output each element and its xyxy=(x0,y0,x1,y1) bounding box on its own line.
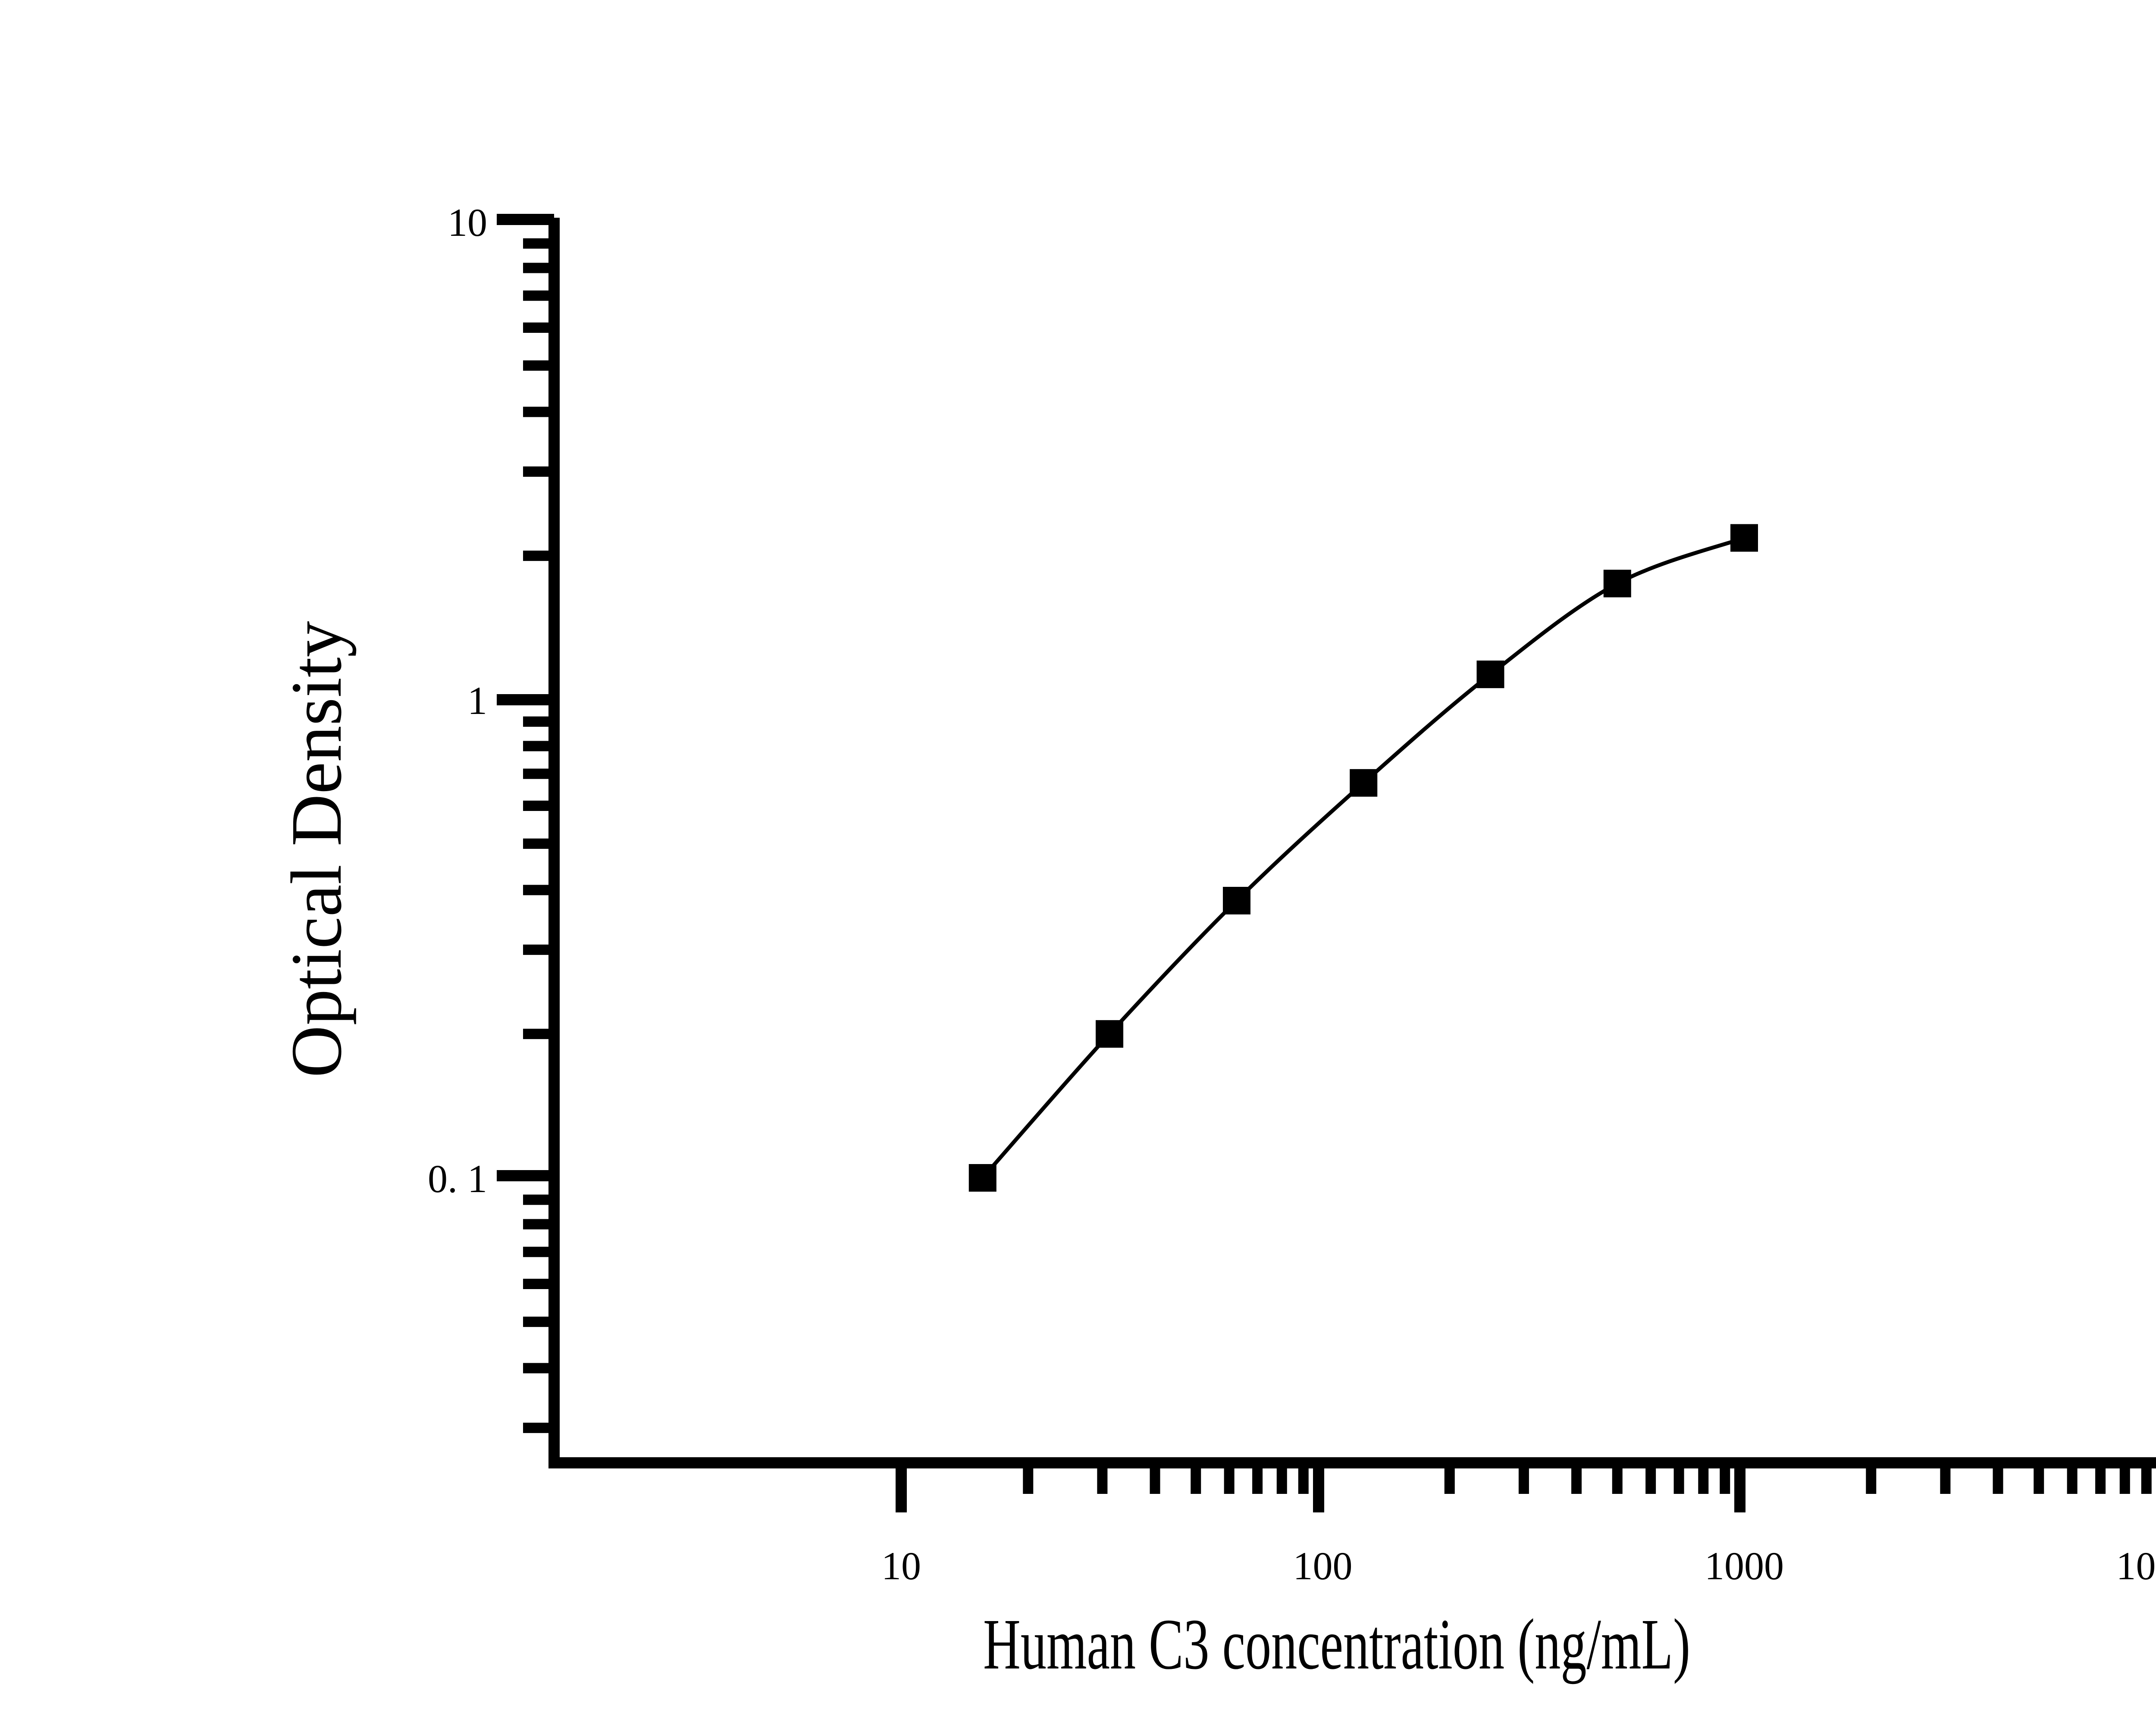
data-point-marker xyxy=(968,1164,997,1192)
x-axis-tick-labels: 10 100 1000 10000 xyxy=(881,1544,2156,1588)
x-tick-label: 100 xyxy=(1293,1544,1353,1588)
x-tick-label: 1000 xyxy=(1705,1544,1784,1588)
data-point-marker xyxy=(1603,570,1631,598)
y-tick-label: 0. 1 xyxy=(428,1157,487,1201)
x-tick-label: 10 xyxy=(881,1544,921,1588)
data-point-marker xyxy=(1096,1020,1124,1048)
y-axis-tick-labels: 10 1 0. 1 xyxy=(428,200,487,1201)
data-point-marker xyxy=(1476,660,1504,689)
x-axis-major-ticks xyxy=(896,1463,1745,1512)
y-tick-label: 1 xyxy=(467,679,487,723)
y-tick-label: 10 xyxy=(448,200,487,244)
x-axis-minor-ticks xyxy=(1023,1463,2152,1494)
y-axis-major-ticks xyxy=(497,214,554,1181)
y-axis-title: Optical Density xyxy=(276,621,357,1077)
data-point-marker xyxy=(1730,524,1758,552)
data-markers xyxy=(968,524,1758,1192)
x-axis-title: Human C3 concentration (ng/mL) xyxy=(983,1604,1690,1684)
data-point-marker xyxy=(1350,769,1378,797)
x-tick-label: 10000 xyxy=(2116,1544,2156,1588)
y-axis-minor-ticks xyxy=(523,238,554,1433)
data-point-marker xyxy=(1222,887,1250,915)
